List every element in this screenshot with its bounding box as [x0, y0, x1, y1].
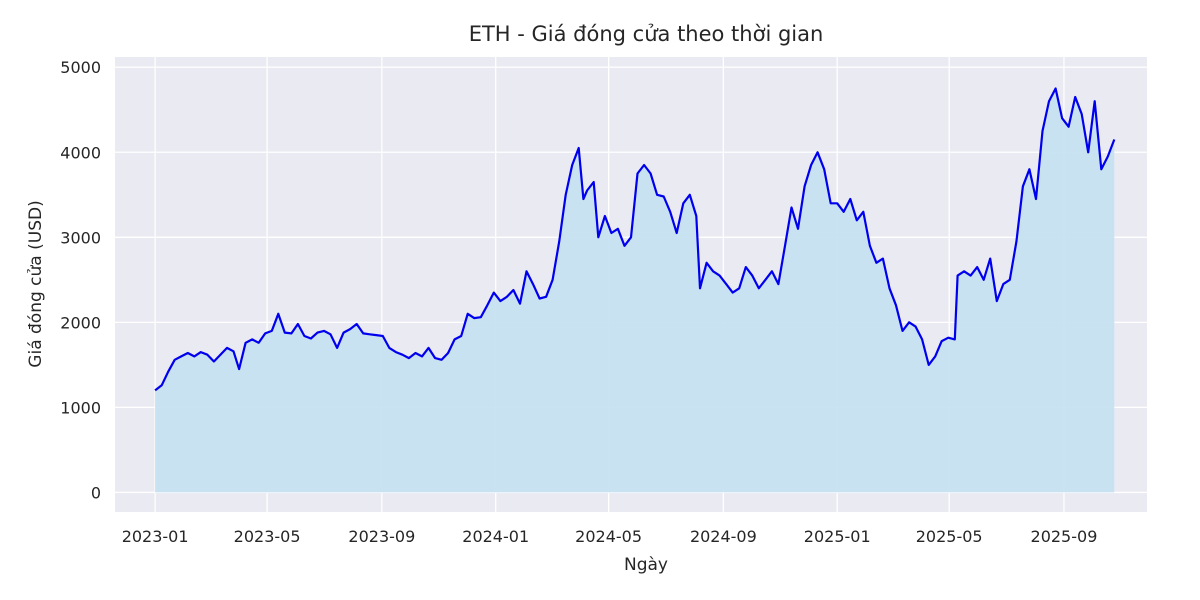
x-tick-label: 2024-09	[690, 527, 757, 546]
y-tick-label: 1000	[60, 398, 101, 417]
price-line	[154, 87, 1116, 392]
x-tick-label: 2025-01	[804, 527, 871, 546]
y-tick-label: 2000	[60, 313, 101, 332]
x-tick-label: 2025-05	[916, 527, 983, 546]
x-tick-label: 2025-09	[1031, 527, 1098, 546]
price-area-fill	[155, 88, 1115, 493]
y-axis-ticks: 0 1000 2000 3000 4000 5000	[60, 58, 101, 502]
x-axis-ticks: 2023-01 2023-05 2023-09 2024-01 2024-05 2024-…	[122, 527, 1098, 546]
y-tick-label: 3000	[60, 228, 101, 247]
y-tick-label: 0	[91, 483, 101, 502]
x-tick-label: 2024-01	[462, 527, 529, 546]
x-tick-label: 2023-09	[348, 527, 415, 546]
y-tick-label: 4000	[60, 143, 101, 162]
x-tick-label: 2023-05	[234, 527, 301, 546]
y-tick-label: 5000	[60, 58, 101, 77]
x-tick-label: 2024-05	[575, 527, 642, 546]
y-axis-label: Giá đóng cửa (USD)	[26, 200, 46, 367]
x-axis-label: Ngày	[624, 555, 668, 575]
x-tick-label: 2023-01	[122, 527, 189, 546]
chart-title: ETH - Giá đóng cửa theo thời gian	[469, 22, 824, 46]
